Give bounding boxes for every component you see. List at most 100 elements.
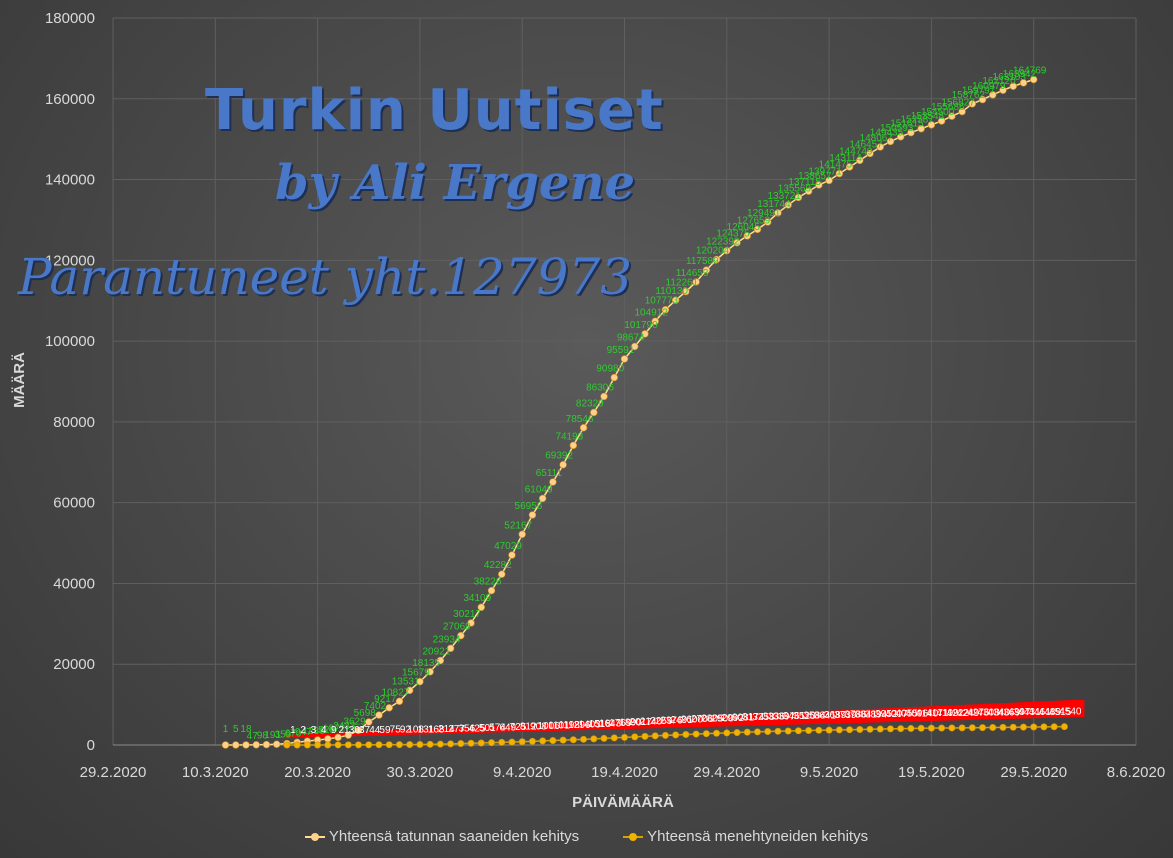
data-label: 124375 — [716, 229, 750, 240]
y-tick-label: 20000 — [53, 656, 95, 673]
data-label: 3841 — [855, 709, 878, 720]
data-label: 3641 — [814, 710, 837, 721]
data-point — [774, 727, 782, 735]
data-point — [600, 734, 608, 742]
data-point — [651, 317, 659, 325]
data-label: 3689 — [824, 710, 847, 721]
data-point — [712, 255, 721, 264]
data-point — [436, 656, 445, 665]
data-point — [1060, 723, 1068, 731]
data-point — [927, 121, 936, 129]
data-point — [702, 730, 710, 738]
data-point — [671, 296, 680, 304]
data-point — [600, 392, 608, 401]
data-label: 158762 — [952, 90, 986, 101]
data-label: 947 — [295, 727, 312, 738]
data-label: 164769 — [1013, 66, 1047, 77]
data-point — [355, 741, 363, 749]
data-point — [508, 738, 516, 746]
data-label: 2600 — [681, 714, 704, 725]
data-label: 61049 — [525, 484, 553, 495]
data-label: 3336 — [763, 712, 786, 723]
data-label: 1 — [223, 724, 229, 735]
data-point — [610, 734, 618, 742]
series-infected — [221, 75, 1038, 749]
data-point — [252, 741, 260, 749]
data-point — [447, 740, 455, 748]
data-label: 1 — [290, 725, 296, 736]
data-label: 56956 — [515, 501, 543, 512]
data-point — [488, 739, 496, 747]
data-point — [999, 86, 1007, 94]
data-label: 78546 — [566, 414, 594, 425]
data-point — [477, 739, 485, 747]
data-label: 131744 — [757, 199, 791, 210]
data-point — [395, 741, 403, 749]
data-point — [436, 740, 444, 748]
data-point — [856, 156, 864, 165]
data-label: 110130 — [655, 286, 688, 297]
data-label: 4140 — [916, 708, 939, 719]
data-label: 144749 — [839, 146, 873, 157]
y-axis-title: MÄÄRÄ — [11, 352, 28, 408]
data-label: 65111 — [536, 468, 563, 479]
data-label: 7402 — [364, 701, 387, 712]
data-label: 3258 — [752, 712, 775, 723]
x-tick-label: 9.4.2020 — [493, 764, 551, 781]
x-tick-label: 29.4.2020 — [693, 764, 760, 781]
data-point — [764, 728, 772, 736]
data-point — [692, 730, 700, 738]
data-label: 3520 — [793, 711, 816, 722]
data-point — [815, 726, 823, 734]
data-point — [539, 737, 547, 745]
data-point — [344, 741, 352, 749]
data-label: 4055 — [896, 709, 919, 720]
data-label: 120204 — [696, 246, 730, 257]
data-label: 30 — [349, 725, 361, 736]
x-tick-label: 8.6.2020 — [1107, 764, 1165, 781]
data-label: 18 — [240, 724, 252, 735]
data-label: 3397 — [773, 711, 796, 722]
data-point — [538, 494, 547, 503]
data-label: 649 — [499, 722, 516, 733]
data-point — [835, 169, 844, 178]
data-point — [528, 511, 537, 519]
data-point — [968, 724, 976, 732]
data-point — [825, 726, 833, 734]
data-point — [876, 143, 884, 151]
data-point — [498, 738, 506, 746]
data-label: 1872 — [323, 723, 346, 734]
data-point — [702, 266, 711, 274]
data-label: 3629 — [343, 716, 366, 727]
data-point — [559, 461, 567, 469]
data-label: 2017 — [630, 717, 653, 728]
y-tick-label: 100000 — [45, 333, 95, 350]
y-tick-label: 160000 — [45, 91, 95, 108]
data-label: 670 — [285, 728, 302, 739]
data-point — [528, 737, 536, 745]
y-tick-label: 180000 — [45, 10, 95, 27]
data-label: 159797 — [962, 86, 996, 97]
data-label: 122392 — [706, 237, 740, 248]
data-label: 15679 — [402, 668, 430, 679]
data-point — [1009, 82, 1017, 90]
data-point — [344, 731, 352, 739]
data-point — [457, 740, 465, 748]
data-point — [876, 725, 884, 733]
data-point — [518, 738, 526, 746]
data-point — [467, 739, 475, 747]
data-label: 3081 — [732, 713, 755, 724]
y-tick-label: 60000 — [53, 495, 95, 512]
data-label: 4397 — [1008, 707, 1031, 718]
data-point — [682, 730, 690, 738]
x-tick-label: 20.3.2020 — [284, 764, 351, 781]
data-label: 214 — [438, 724, 455, 735]
data-point — [641, 330, 649, 338]
data-label: 4308 — [977, 708, 1000, 719]
data-label: 2376 — [660, 715, 683, 726]
data-label: 3894 — [865, 709, 888, 720]
data-point — [416, 677, 424, 686]
data-point — [743, 728, 751, 736]
data-point — [334, 733, 342, 742]
data-point — [1019, 79, 1028, 87]
